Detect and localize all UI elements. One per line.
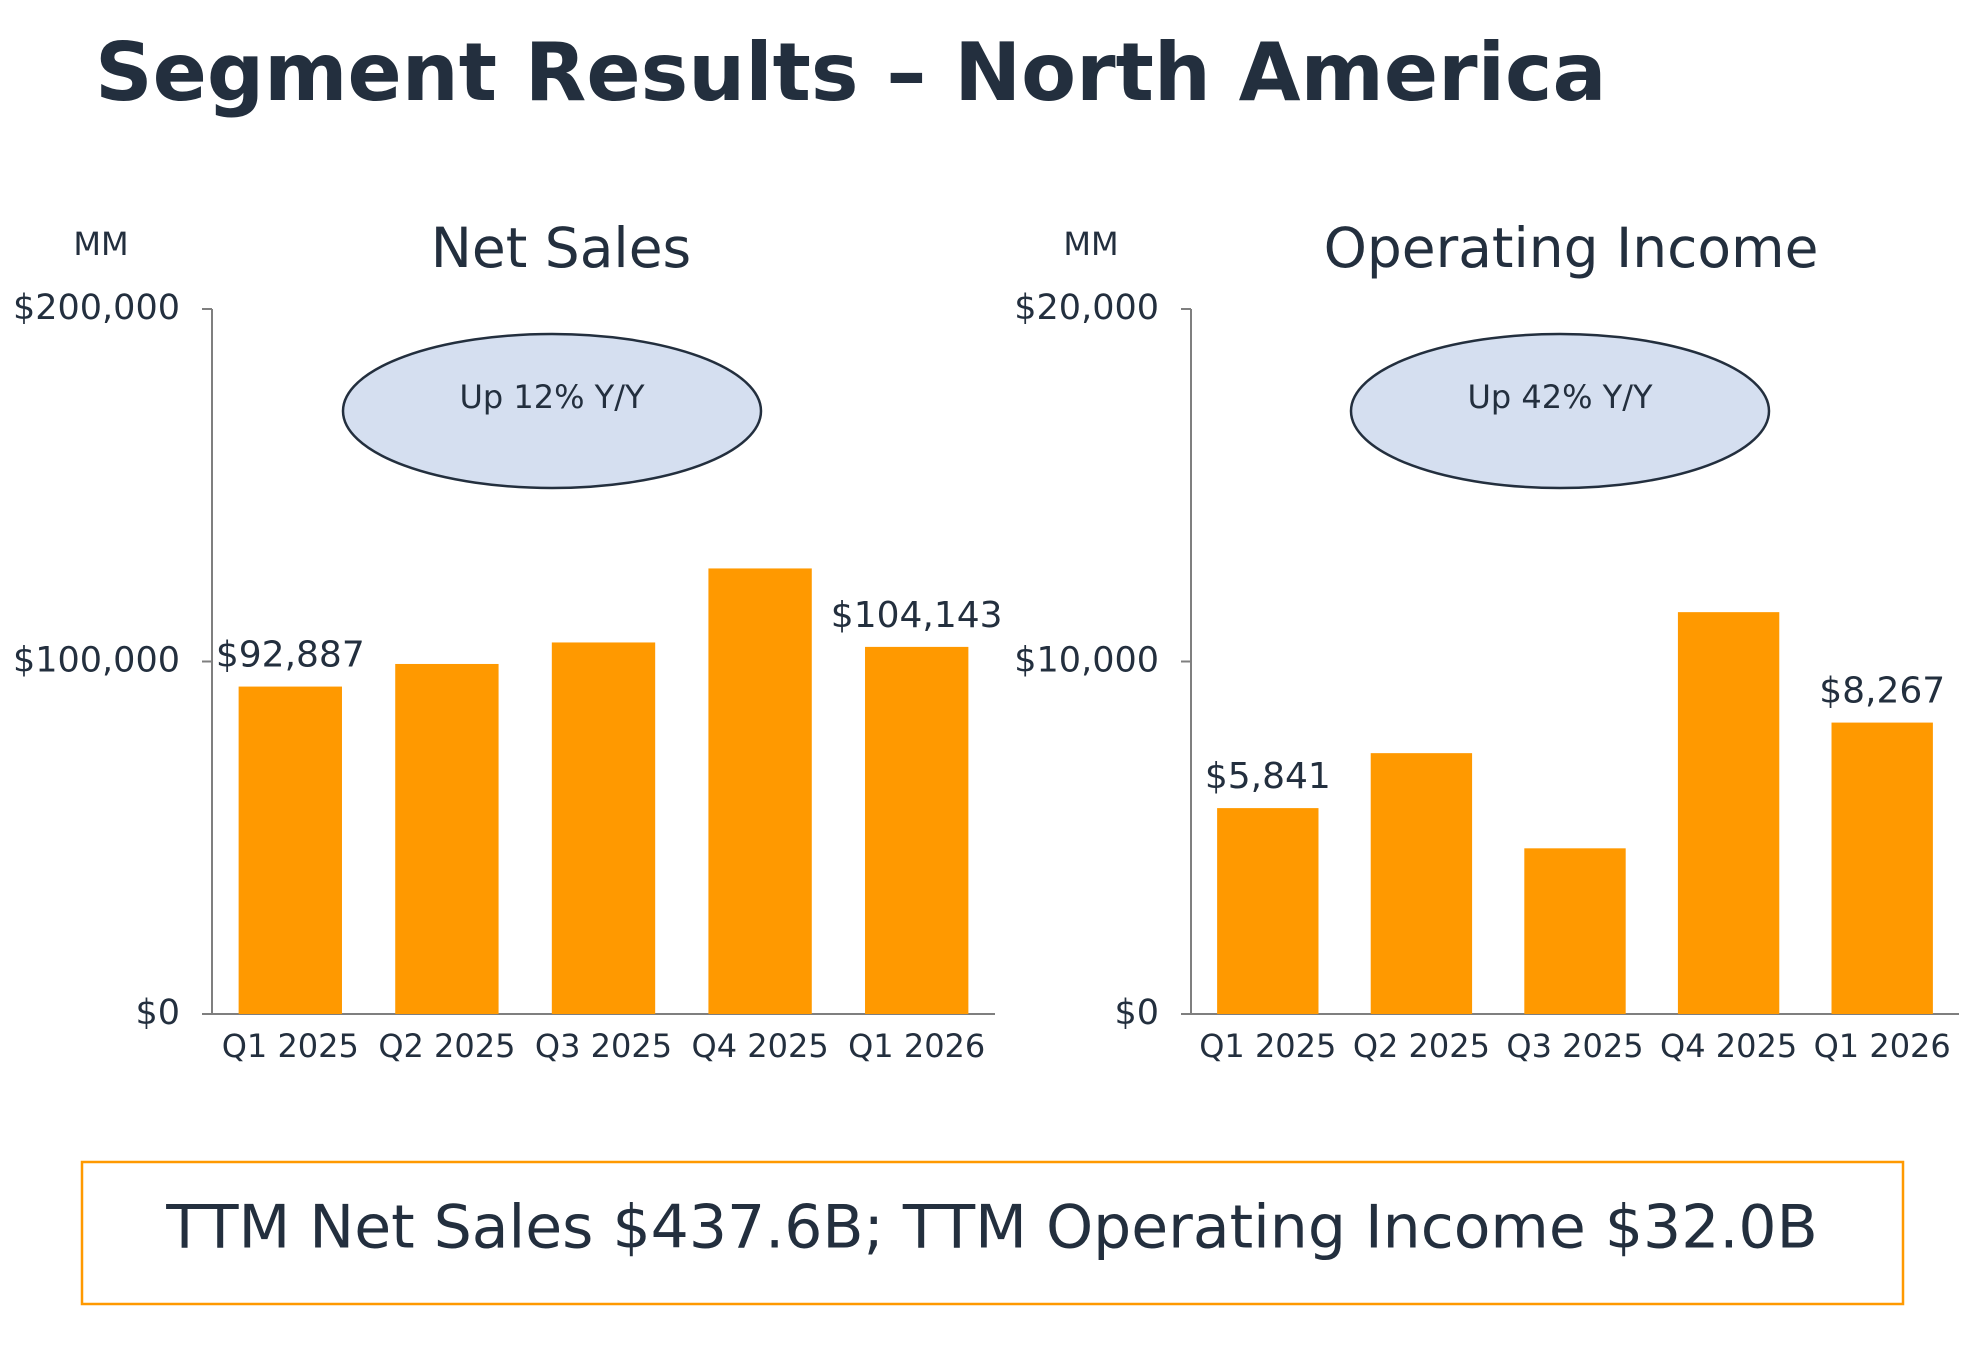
bar bbox=[551, 642, 656, 1014]
bar bbox=[865, 646, 969, 1014]
y-tick-label: $20,000 bbox=[1014, 288, 1159, 328]
x-tick-label: Q2 2025 bbox=[378, 1027, 515, 1065]
bar bbox=[1831, 722, 1933, 1014]
unit-label: MM bbox=[1063, 225, 1118, 263]
unit-label: MM bbox=[73, 225, 128, 263]
x-tick-label: Q1 2026 bbox=[1814, 1027, 1951, 1065]
chart-title: Net Sales bbox=[431, 216, 691, 280]
annotation: Up 42% Y/Y bbox=[1467, 378, 1653, 416]
footer-text: TTM Net Sales $437.6B; TTM Operating Inc… bbox=[165, 1193, 1818, 1263]
bar bbox=[238, 686, 342, 1014]
bar bbox=[1677, 612, 1780, 1014]
data-label: $92,887 bbox=[216, 635, 365, 676]
bar bbox=[1217, 808, 1319, 1014]
annotation: Up 12% Y/Y bbox=[459, 378, 645, 416]
bar bbox=[395, 663, 499, 1014]
x-tick-label: Q4 2025 bbox=[692, 1027, 829, 1065]
x-tick-label: Q3 2025 bbox=[1506, 1027, 1643, 1065]
bar bbox=[1524, 848, 1626, 1014]
annotation-bubble bbox=[1349, 332, 1771, 490]
y-tick-label: $200,000 bbox=[13, 288, 180, 328]
y-tick-label: $0 bbox=[135, 993, 180, 1033]
x-tick-label: Q1 2026 bbox=[848, 1027, 985, 1065]
data-label: $8,267 bbox=[1819, 671, 1945, 712]
data-label: $5,841 bbox=[1205, 756, 1331, 797]
chart-title: Operating Income bbox=[1324, 216, 1819, 280]
x-tick-label: Q3 2025 bbox=[535, 1027, 672, 1065]
data-label: $104,143 bbox=[831, 595, 1003, 636]
x-tick-label: Q4 2025 bbox=[1660, 1027, 1797, 1065]
y-tick-label: $10,000 bbox=[1014, 641, 1159, 681]
y-tick-label: $100,000 bbox=[13, 641, 180, 681]
bar bbox=[1370, 753, 1473, 1014]
bar bbox=[708, 568, 812, 1014]
slide-title: Segment Results – North America bbox=[95, 26, 1606, 119]
y-tick-label: $0 bbox=[1114, 993, 1159, 1033]
footer-box bbox=[80, 1160, 1905, 1306]
x-tick-label: Q1 2025 bbox=[1199, 1027, 1336, 1065]
x-tick-label: Q2 2025 bbox=[1353, 1027, 1490, 1065]
x-tick-label: Q1 2025 bbox=[222, 1027, 359, 1065]
annotation-bubble bbox=[341, 332, 763, 490]
